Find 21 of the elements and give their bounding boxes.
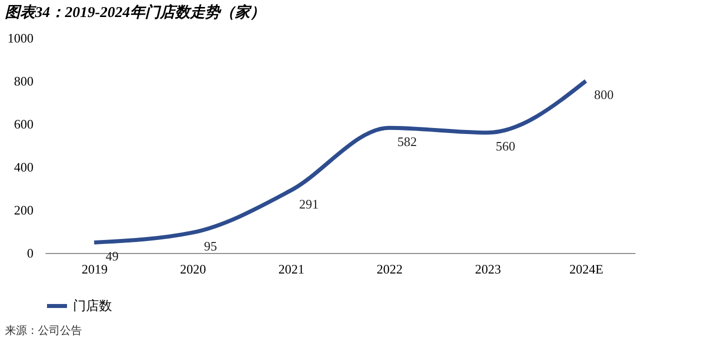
data-label: 95 (204, 238, 217, 254)
y-tick-label: 0 (27, 246, 34, 260)
x-tick-label: 2019 (82, 262, 108, 276)
x-tick-label: 2024E (569, 262, 604, 276)
legend-label: 门店数 (73, 298, 112, 313)
data-label: 800 (594, 87, 614, 102)
x-tick-label: 2022 (376, 262, 403, 276)
chart-title: 图表34：2019-2024年门店数走势（家） (5, 3, 265, 21)
y-tick-label: 1000 (8, 30, 34, 46)
x-tick-label: 2021 (278, 262, 304, 276)
y-tick-label: 600 (14, 116, 34, 132)
y-tick-label: 800 (14, 74, 34, 88)
x-tick-label: 2023 (475, 262, 501, 276)
data-label: 560 (496, 138, 516, 154)
x-tick-label: 2020 (180, 262, 206, 276)
y-tick-label: 400 (14, 160, 34, 174)
data-label: 582 (397, 134, 417, 149)
y-tick-label: 200 (14, 202, 34, 218)
data-label: 49 (106, 248, 119, 264)
source-note: 来源：公司公告 (5, 324, 82, 337)
data-label: 291 (299, 196, 319, 212)
